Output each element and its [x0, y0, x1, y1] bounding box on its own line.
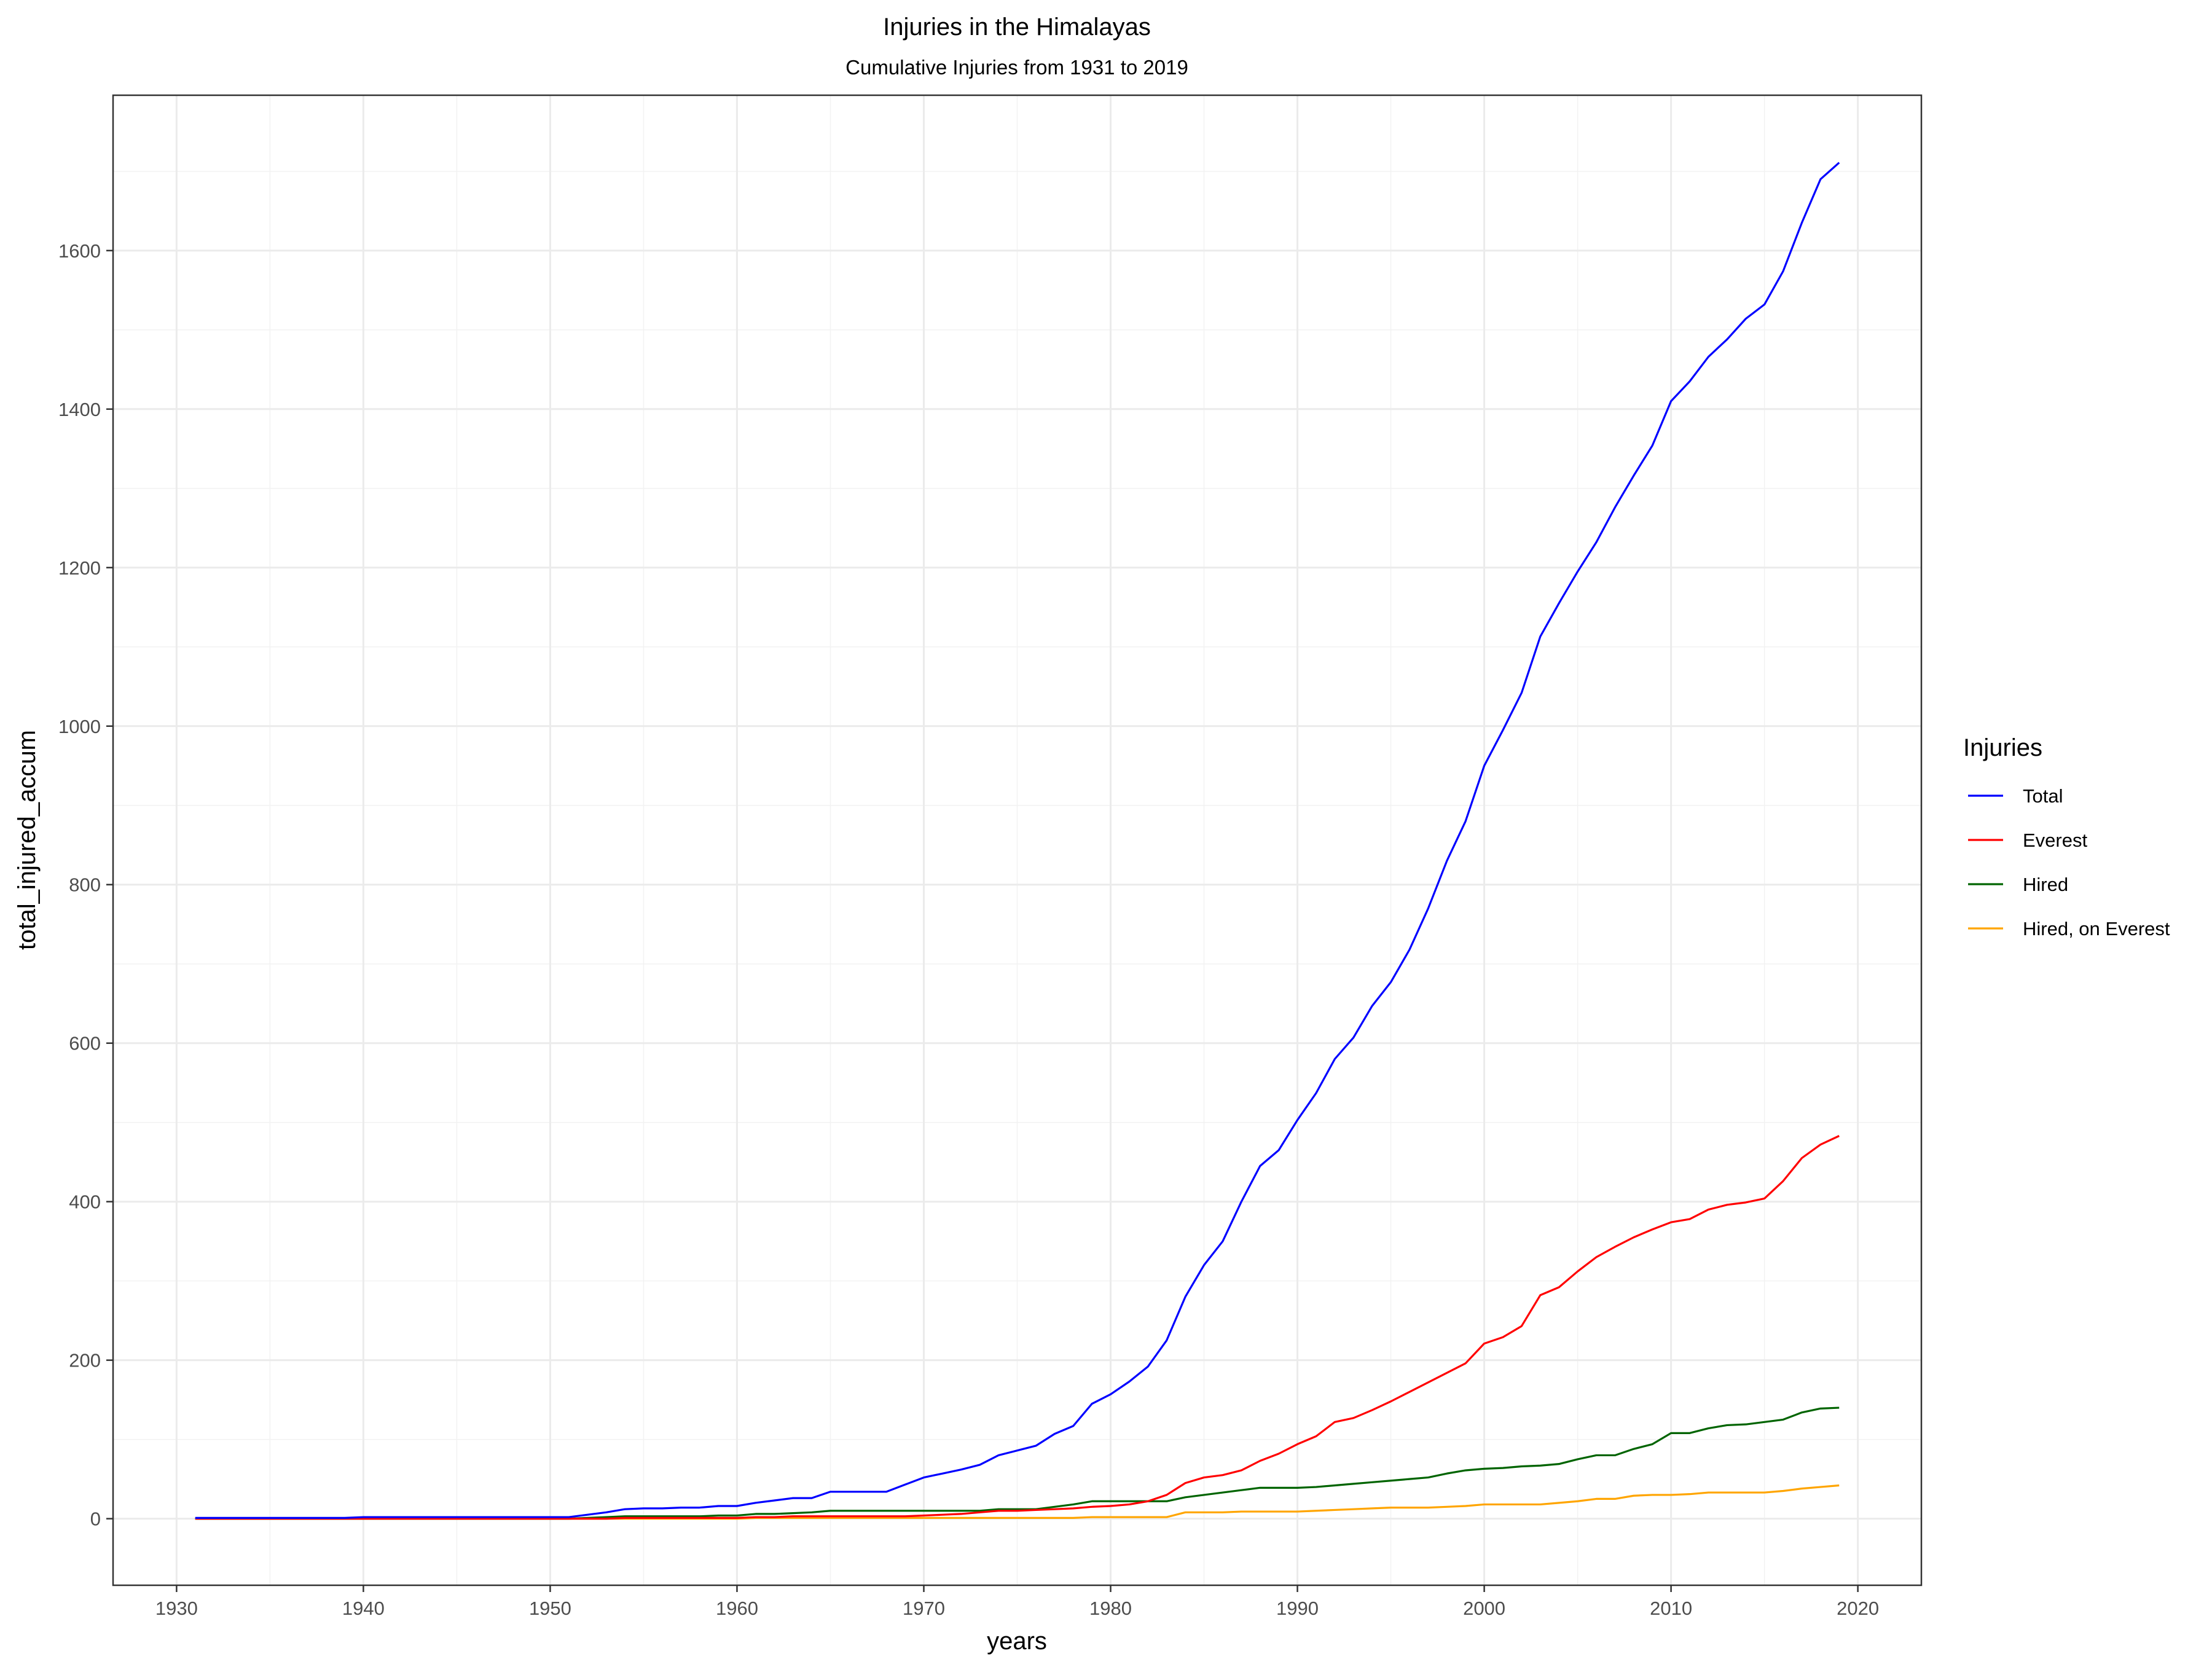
legend-title: Injuries [1963, 734, 2042, 761]
y-tick-label: 0 [90, 1508, 101, 1530]
x-axis: 1930 1940 1950 1960 1970 1980 1990 2000 2010 2020 [155, 1585, 1879, 1619]
y-tick-label: 800 [69, 874, 101, 896]
legend-label-hired: Hired [2023, 874, 2068, 895]
legend-item-total: Total [1968, 785, 2063, 807]
x-tick-label: 1970 [903, 1598, 945, 1619]
legend-items: Total Everest Hired Hired, on Everest [1968, 785, 2170, 939]
legend: Injuries Total Everest Hired Hired, on Ever… [1963, 734, 2170, 939]
series-line-total [195, 162, 1840, 1519]
x-tick-label: 1960 [716, 1598, 758, 1619]
legend-label-everest: Everest [2023, 830, 2087, 851]
y-axis-label: total_injured_accum [14, 730, 41, 950]
y-tick-label: 1200 [58, 557, 101, 579]
legend-item-hired-on-everest: Hired, on Everest [1968, 918, 2170, 939]
y-axis: 0 200 400 600 800 1000 1200 1400 1600 [58, 240, 113, 1530]
legend-label-hired-on-everest: Hired, on Everest [2023, 918, 2170, 939]
y-tick-label: 1600 [58, 240, 101, 262]
x-tick-label: 2020 [1837, 1598, 1879, 1619]
legend-item-everest: Everest [1968, 830, 2087, 851]
x-tick-label: 1980 [1089, 1598, 1132, 1619]
x-tick-label: 2000 [1463, 1598, 1505, 1619]
y-tick-label: 400 [69, 1191, 101, 1213]
legend-label-total: Total [2023, 785, 2063, 807]
grid-major [113, 95, 1921, 1585]
y-tick-label: 200 [69, 1350, 101, 1371]
y-tick-label: 1400 [58, 399, 101, 420]
x-axis-label: years [987, 1628, 1047, 1655]
legend-item-hired: Hired [1968, 874, 2068, 895]
x-tick-label: 1930 [155, 1598, 198, 1619]
x-tick-label: 1950 [529, 1598, 571, 1619]
x-tick-label: 2010 [1650, 1598, 1692, 1619]
panel-border [112, 94, 1923, 1586]
chart-title: Injuries in the Himalayas [883, 14, 1151, 41]
chart-subtitle: Cumulative Injuries from 1931 to 2019 [845, 56, 1188, 79]
y-tick-label: 600 [69, 1033, 101, 1054]
grid-minor [113, 95, 1921, 1585]
series-line-everest [195, 1135, 1840, 1520]
x-tick-label: 1940 [342, 1598, 385, 1619]
y-tick-label: 1000 [58, 716, 101, 737]
x-tick-label: 1990 [1276, 1598, 1319, 1619]
series-layer [195, 162, 1840, 1520]
